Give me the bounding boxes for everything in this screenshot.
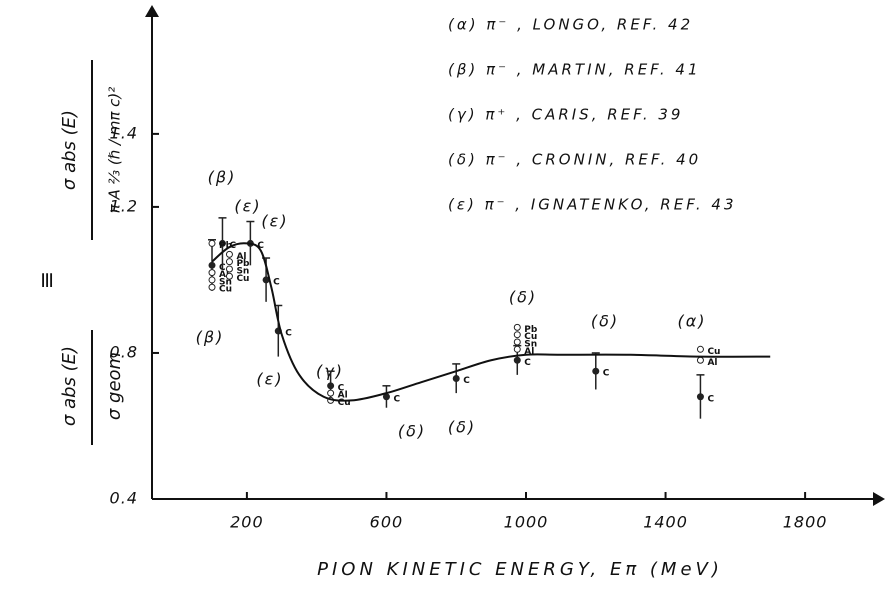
point bbox=[513, 323, 521, 331]
y-axis-label: σ abs (E) bbox=[59, 110, 80, 190]
point bbox=[513, 356, 521, 364]
point-label: Cu bbox=[338, 398, 351, 408]
point bbox=[218, 239, 226, 247]
y-axis-label: σ geom bbox=[104, 352, 125, 420]
point-label: C bbox=[603, 369, 610, 379]
point bbox=[513, 338, 521, 346]
point bbox=[208, 261, 216, 269]
point bbox=[327, 382, 335, 390]
y-axis-label: σ abs (E) bbox=[59, 346, 80, 426]
point-label: C bbox=[338, 383, 345, 393]
point-label: C bbox=[707, 394, 714, 404]
point bbox=[696, 393, 704, 401]
point bbox=[696, 345, 704, 353]
point bbox=[513, 331, 521, 339]
x-tick-label: 200 bbox=[230, 513, 264, 532]
point bbox=[262, 276, 270, 284]
point-label: Cu bbox=[236, 274, 249, 284]
y-tick-label: 1.2 bbox=[110, 196, 138, 215]
annotation: (δ) bbox=[448, 418, 476, 437]
y-axis-label: π A ⅔ (ℏ / mπ c)² bbox=[106, 87, 124, 214]
x-tick-label: 600 bbox=[370, 513, 404, 532]
point-label: C bbox=[463, 376, 470, 386]
point-label: Pb bbox=[219, 241, 233, 251]
point-label: Al bbox=[524, 347, 534, 357]
legend-entry: (γ) π⁺ , CARIS, REF. 39 bbox=[448, 106, 683, 124]
point bbox=[696, 356, 704, 364]
point-label: Al bbox=[219, 270, 229, 280]
point-label: Cu bbox=[219, 285, 232, 295]
point-label: C bbox=[285, 329, 292, 339]
point-label: C bbox=[393, 394, 400, 404]
point bbox=[225, 272, 233, 280]
point-label: C bbox=[257, 241, 264, 251]
point-label: Cu bbox=[707, 347, 720, 357]
annotation: (β) bbox=[196, 328, 225, 347]
x-tick-label: 1800 bbox=[783, 513, 828, 532]
annotation: (δ) bbox=[591, 312, 619, 331]
point-label: Al bbox=[338, 391, 348, 401]
annotation: (ε) bbox=[256, 370, 283, 389]
point bbox=[452, 375, 460, 383]
y-tick-label: 0.4 bbox=[110, 489, 138, 508]
point bbox=[225, 258, 233, 266]
y-axis-label: ≡ bbox=[35, 271, 60, 289]
point-label: C bbox=[273, 277, 280, 287]
annotation: (α) bbox=[677, 312, 706, 331]
point-label: Sn bbox=[219, 277, 232, 287]
point-label: Al bbox=[707, 358, 717, 368]
point bbox=[382, 393, 390, 401]
point-label: Al bbox=[236, 252, 246, 262]
x-tick-label: 1400 bbox=[643, 513, 688, 532]
point-label: Pb bbox=[524, 325, 538, 335]
point bbox=[513, 345, 521, 353]
arrow bbox=[873, 492, 885, 506]
point bbox=[592, 367, 600, 375]
point bbox=[225, 250, 233, 258]
point bbox=[225, 265, 233, 273]
annotation: (ε) bbox=[234, 197, 261, 216]
point bbox=[327, 389, 335, 397]
point-label: Pb bbox=[236, 259, 250, 269]
arrow bbox=[145, 5, 159, 17]
point-label: Sn bbox=[236, 266, 249, 276]
point bbox=[208, 276, 216, 284]
point bbox=[208, 283, 216, 291]
annotation: (ε) bbox=[261, 212, 288, 231]
y-tick-label: 1.4 bbox=[110, 123, 138, 142]
point bbox=[208, 239, 216, 247]
x-axis-label: PION KINETIC ENERGY, Eπ (MeV) bbox=[317, 559, 723, 580]
legend-entry: (β) π⁻ , MARTIN, REF. 41 bbox=[448, 61, 700, 79]
legend-entry: (ε) π⁻ , IGNATENKO, REF. 43 bbox=[448, 196, 737, 214]
annotation: (β) bbox=[208, 168, 237, 187]
curve bbox=[211, 242, 771, 402]
annotation: (δ) bbox=[509, 288, 537, 307]
x-tick-label: 1000 bbox=[504, 513, 549, 532]
point-label: Cu bbox=[524, 332, 537, 342]
annotation: (δ) bbox=[398, 422, 426, 441]
y-tick-label: 0.8 bbox=[110, 342, 138, 361]
legend-entry: (α) π⁻ , LONGO, REF. 42 bbox=[448, 16, 693, 34]
point-label: Sn bbox=[524, 340, 537, 350]
legend-entry: (δ) π⁻ , CRONIN, REF. 40 bbox=[448, 151, 701, 169]
point-label: C bbox=[524, 358, 531, 368]
point bbox=[208, 269, 216, 277]
